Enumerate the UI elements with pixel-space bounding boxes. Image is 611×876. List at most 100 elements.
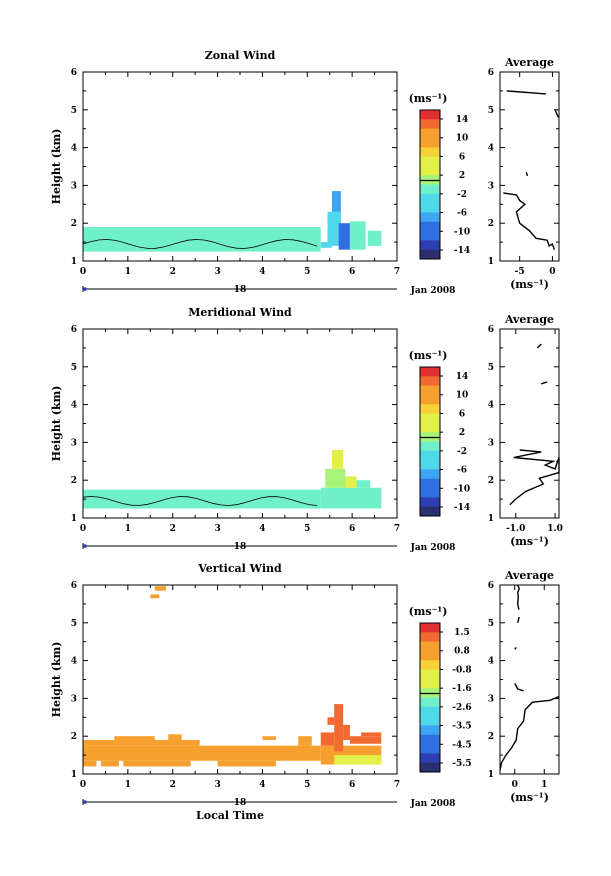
heatmap-cell xyxy=(217,760,276,767)
colorbar-tick-label: -14 xyxy=(454,503,470,513)
profile-x-axis-label: (ms⁻¹) xyxy=(510,791,549,804)
colorbar-segment xyxy=(420,221,440,232)
profile-y-tick-label: 6 xyxy=(488,325,494,335)
colorbar-segment xyxy=(420,110,440,120)
profile-line xyxy=(514,646,517,650)
colorbar-segment xyxy=(420,441,440,452)
colorbar-segment xyxy=(420,394,440,405)
heatmap-cell xyxy=(356,480,371,488)
profile-line xyxy=(541,381,548,385)
colorbar-segment xyxy=(420,231,440,241)
x-axis-label: Local Time xyxy=(196,809,264,822)
y-axis-label: Height (km) xyxy=(50,129,63,205)
profile-frame xyxy=(499,71,560,262)
colorbar-segment xyxy=(420,734,440,745)
colorbar-segment xyxy=(420,488,440,498)
profile-x-tick-label: -5 xyxy=(515,267,525,277)
colorbar-segment xyxy=(420,212,440,223)
date-marker xyxy=(83,544,87,548)
y-tick-label: 2 xyxy=(71,732,77,742)
y-tick-label: 2 xyxy=(71,219,77,229)
x-tick-label: 1 xyxy=(125,267,131,277)
x-tick-label: 0 xyxy=(80,780,86,790)
colorbar-tick-label: 10 xyxy=(456,134,469,144)
date-day: 18 xyxy=(234,542,247,552)
colorbar-tick-label: 2 xyxy=(459,171,465,181)
colorbar-unit: (ms⁻¹) xyxy=(409,349,448,362)
date-label: Jan 2008 xyxy=(410,286,456,296)
profile-y-tick-label: 3 xyxy=(488,694,494,704)
colorbar-tick-label: 10 xyxy=(456,391,469,401)
x-tick-label: 1 xyxy=(125,524,131,534)
colorbar-tick-label: -14 xyxy=(454,246,470,256)
colorbar-tick-label: 14 xyxy=(456,115,469,125)
heatmap-cell xyxy=(345,476,357,488)
colorbar-segment xyxy=(420,706,440,717)
colorbar-segment xyxy=(420,203,440,213)
y-tick-label: 3 xyxy=(71,694,77,704)
x-tick-label: 5 xyxy=(304,780,310,790)
colorbar-segment xyxy=(420,725,440,736)
heatmap-cell xyxy=(100,760,119,767)
colorbar-segment xyxy=(420,184,440,195)
heatmap-cell xyxy=(262,736,276,740)
heatmap-cell xyxy=(83,760,97,767)
profile-y-tick-label: 5 xyxy=(488,106,494,116)
profile-title: Average xyxy=(504,569,554,582)
colorbar-tick-label: -1.6 xyxy=(452,684,471,694)
heatmap-cell xyxy=(320,487,382,509)
profile-line xyxy=(536,343,542,349)
heatmap-cell xyxy=(338,223,350,250)
contour-line xyxy=(82,239,318,249)
colorbar-tick-label: -2 xyxy=(457,447,467,457)
x-tick-label: 0 xyxy=(80,267,86,277)
colorbar-tick-label: -10 xyxy=(454,484,470,494)
colorbar-segment xyxy=(420,460,440,470)
heatmap-cell xyxy=(83,745,321,761)
profile-x-axis-label: (ms⁻¹) xyxy=(510,278,549,291)
x-tick-label: 0 xyxy=(80,524,86,534)
colorbar-tick-label: -6 xyxy=(457,209,467,219)
heatmap-cell xyxy=(361,732,382,737)
colorbar-segment xyxy=(420,137,440,148)
x-tick-label: 7 xyxy=(394,780,400,790)
colorbar-segment xyxy=(420,650,440,661)
y-tick-label: 5 xyxy=(71,363,77,373)
profile-title: Average xyxy=(504,56,554,69)
contour-line xyxy=(82,496,318,506)
x-tick-label: 5 xyxy=(304,267,310,277)
colorbar-segment xyxy=(420,744,440,754)
colorbar-segment xyxy=(420,506,440,517)
heatmap-cell xyxy=(83,226,321,252)
colorbar-segment xyxy=(420,156,440,167)
profile-line xyxy=(509,449,560,506)
colorbar-segment xyxy=(420,669,440,680)
y-tick-label: 4 xyxy=(71,657,77,667)
profile-line xyxy=(525,171,529,177)
x-tick-label: 6 xyxy=(349,524,355,534)
colorbar-tick-label: -6 xyxy=(457,466,467,476)
date-label: Jan 2008 xyxy=(410,799,456,809)
colorbar-segment xyxy=(420,632,440,643)
profile-y-tick-label: 5 xyxy=(488,619,494,629)
colorbar-segment xyxy=(420,385,440,396)
colorbar-tick-label: -5.5 xyxy=(452,759,471,769)
x-tick-label: 4 xyxy=(259,524,265,534)
colorbar-segment xyxy=(420,422,440,433)
profile-line xyxy=(517,616,520,623)
x-tick-label: 6 xyxy=(349,267,355,277)
y-tick-label: 3 xyxy=(71,438,77,448)
profile-y-tick-label: 6 xyxy=(488,68,494,78)
x-tick-label: 3 xyxy=(214,524,220,534)
heatmap-cell xyxy=(83,739,200,746)
heatmap-cell xyxy=(320,242,332,248)
colorbar-tick-label: 2 xyxy=(459,428,465,438)
profile-line xyxy=(499,695,560,771)
heatmap-cell xyxy=(123,760,191,767)
profile-y-tick-label: 2 xyxy=(488,476,494,486)
profile-y-tick-label: 5 xyxy=(488,363,494,373)
colorbar-tick-label: 6 xyxy=(459,409,465,419)
colorbar-segment xyxy=(420,413,440,424)
